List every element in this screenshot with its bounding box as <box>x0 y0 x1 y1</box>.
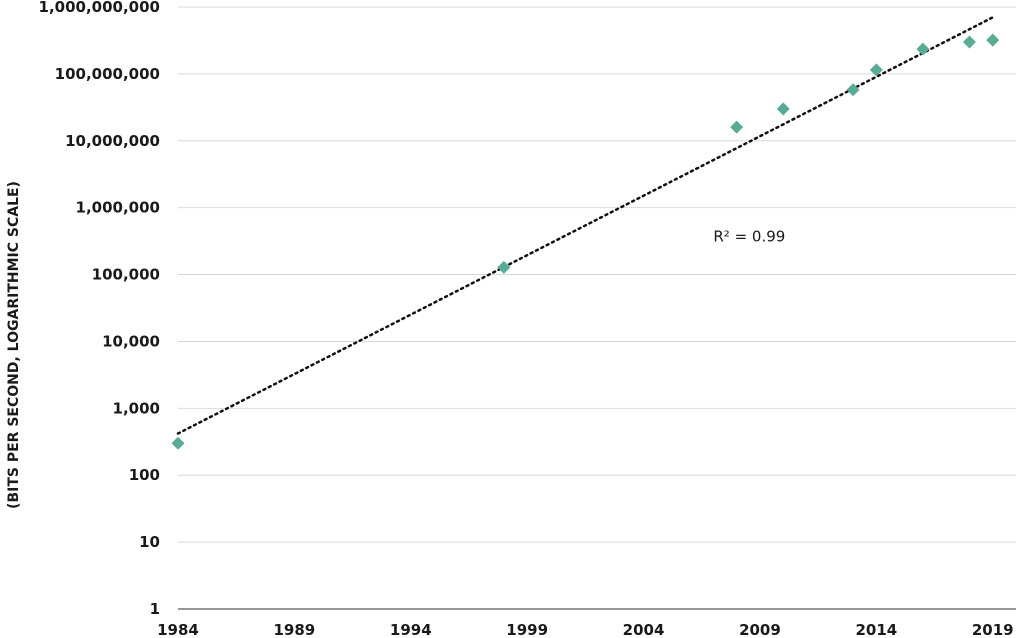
r-squared-annotation: R² = 0.99 <box>713 228 785 246</box>
y-tick-label: 100,000 <box>92 266 160 284</box>
data-points <box>171 33 1000 450</box>
data-point <box>916 42 930 56</box>
y-tick-label: 100,000,000 <box>55 65 160 83</box>
y-tick-label: 1,000,000,000 <box>39 0 160 16</box>
x-tick-label: 1984 <box>157 621 199 638</box>
x-tick-label: 2009 <box>739 621 781 638</box>
y-axis-label: (BITS PER SECOND, LOGARITHMIC SCALE) <box>6 181 22 509</box>
y-tick-label: 10,000,000 <box>65 132 160 150</box>
x-tick-label: 1994 <box>390 621 432 638</box>
data-point <box>869 63 883 77</box>
y-tick-label: 100 <box>129 466 160 484</box>
y-tick-label: 1,000,000 <box>76 199 160 217</box>
trendline-layer <box>176 16 994 435</box>
gridlines <box>178 6 1016 543</box>
trendline <box>176 16 994 435</box>
annotations: R² = 0.99 <box>713 228 785 246</box>
y-tick-label: 10,000 <box>102 332 160 350</box>
x-tick-label: 1989 <box>274 621 316 638</box>
x-tick-label: 2004 <box>623 621 665 638</box>
data-point <box>962 35 976 49</box>
data-point <box>846 83 860 97</box>
data-point <box>171 436 185 450</box>
data-point <box>497 260 511 274</box>
data-point <box>986 33 1000 47</box>
y-tick-label: 1 <box>150 600 160 618</box>
x-tick-label: 2019 <box>972 621 1014 638</box>
data-point <box>776 102 790 116</box>
y-tick-label: 10 <box>139 533 160 551</box>
x-tick-labels: 1984 1989 1994 1999 2004 2009 2014 2019 <box>157 621 1013 638</box>
y-tick-labels: 1 10 100 1,000 10,000 100,000 1,000,000 10,000,… <box>39 0 160 618</box>
y-tick-label: 1,000 <box>113 399 160 417</box>
data-point <box>730 120 744 134</box>
x-tick-label: 2014 <box>855 621 897 638</box>
x-tick-label: 1999 <box>506 621 548 638</box>
